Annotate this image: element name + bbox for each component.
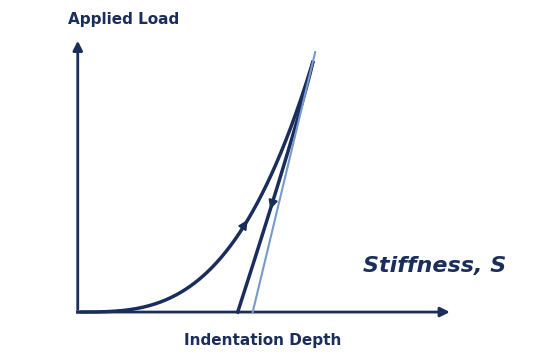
Text: Applied Load: Applied Load [68, 12, 179, 27]
Text: Stiffness, S: Stiffness, S [362, 256, 506, 276]
Text: Indentation Depth: Indentation Depth [184, 333, 342, 348]
